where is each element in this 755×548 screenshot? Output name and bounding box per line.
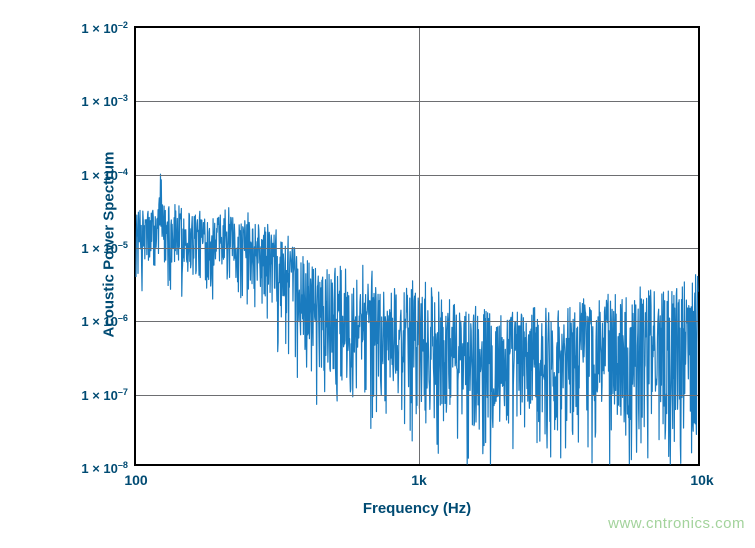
y-gridline [136, 395, 698, 396]
spectrum-path [136, 174, 698, 464]
y-axis-label: Acoustic Power Spectrum [100, 152, 117, 338]
watermark-text: www.cntronics.com [608, 515, 745, 532]
y-tick-label: 1 × 10–2 [81, 20, 136, 36]
spectrum-trace [136, 28, 698, 464]
y-gridline [136, 321, 698, 322]
y-gridline [136, 248, 698, 249]
figure: 1 × 10–81 × 10–71 × 10–61 × 10–51 × 10–4… [0, 0, 755, 548]
y-gridline [136, 101, 698, 102]
y-tick-label: 1 × 10–3 [81, 93, 136, 109]
x-tick-label: 100 [124, 464, 147, 488]
x-tick-label: 1k [411, 464, 427, 488]
x-gridline [419, 28, 420, 464]
x-axis-label: Frequency (Hz) [363, 500, 471, 517]
plot-area: 1 × 10–81 × 10–71 × 10–61 × 10–51 × 10–4… [134, 26, 700, 466]
y-gridline [136, 175, 698, 176]
x-tick-label: 10k [690, 464, 713, 488]
y-tick-label: 1 × 10–7 [81, 386, 136, 402]
